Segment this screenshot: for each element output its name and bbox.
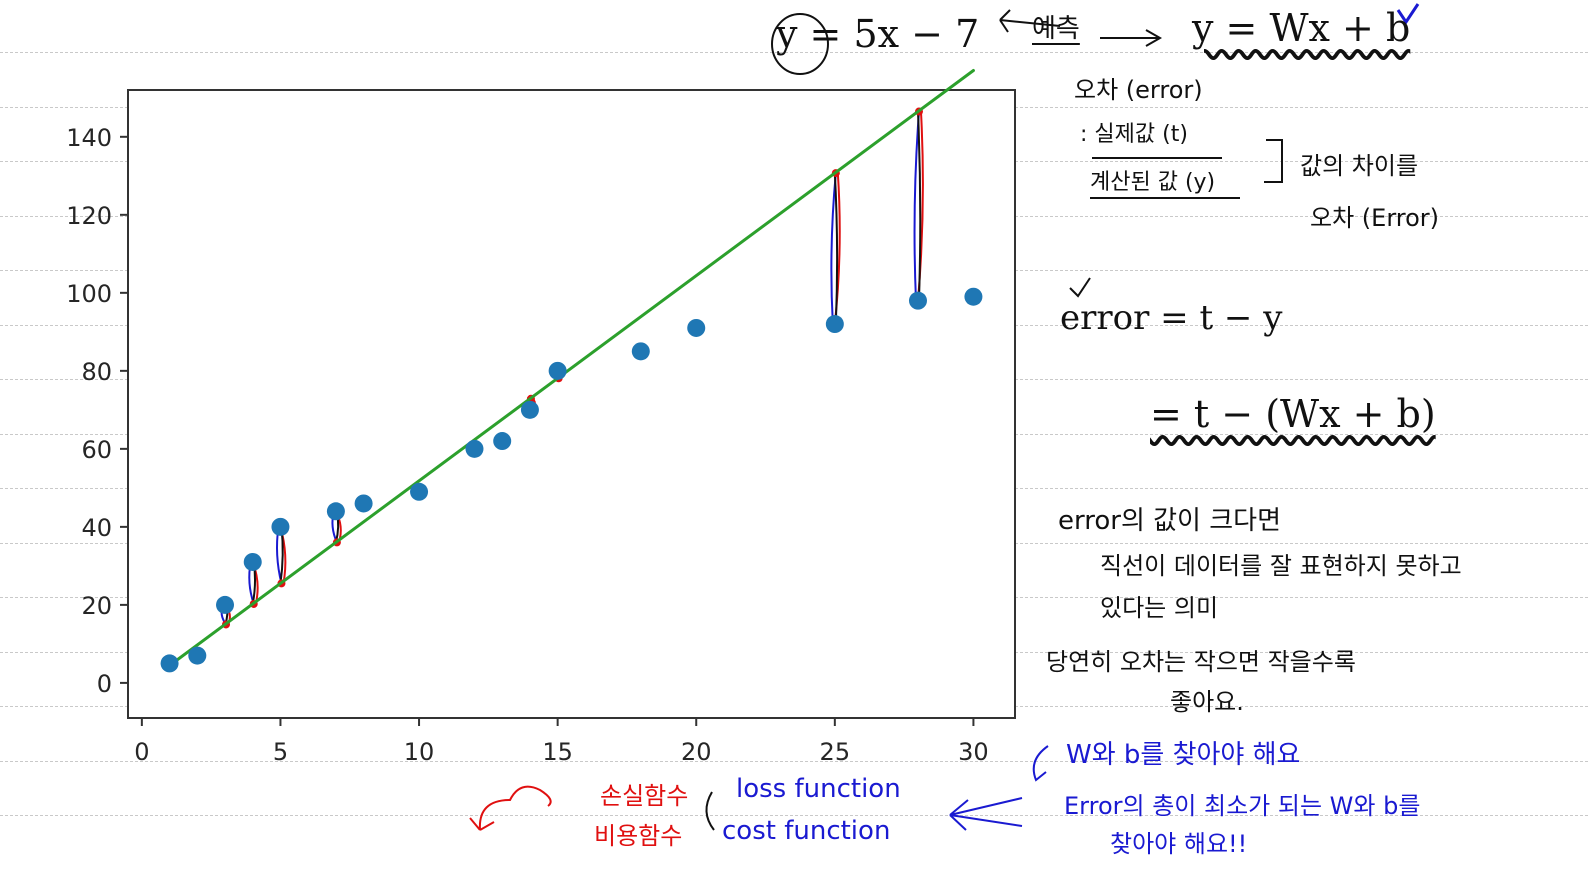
y-tick-label: 100 [66,280,112,308]
error-def-error: 오차 (Error) [1310,204,1440,232]
data-point [243,552,262,571]
red-note-cost: 비용함수 [594,822,683,850]
y-axis: 0 20 40 60 80 100 120 140 [66,124,128,698]
data-point [908,291,927,310]
blue-note-3: 찾아야 해요!! [1110,830,1248,858]
y-tick-label: 20 [81,592,112,620]
x-tick-label: 10 [404,738,435,766]
error-def-computed: 계산된 값 (y) [1090,170,1216,195]
data-point [271,517,290,536]
red-note-loss: 손실함수 [600,782,689,810]
data-point [188,646,207,665]
blue-note-2: Error의 총이 최소가 되는 W와 b를 [1064,792,1421,820]
y-tick-label: 80 [81,358,112,386]
data-point [631,342,650,361]
ruled-line [0,815,1588,816]
x-tick-label: 5 [273,738,288,766]
y-tick-label: 40 [81,514,112,542]
residual-black [833,173,839,325]
error-equation-1: error = t − y [1060,298,1283,338]
para-line-4: 당연히 오차는 작으면 작을수록 [1046,648,1356,676]
data-point [216,595,235,614]
data-point [520,400,539,419]
error-def-diff: 값의 차이를 [1300,152,1419,180]
para-line-2: 직선이 데이터를 잘 표현하지 못하고 [1100,552,1462,580]
data-point [160,654,179,673]
check-icon [1396,3,1420,25]
data-point [354,494,373,513]
error-def-actual: : 실제값 (t) [1080,122,1188,147]
check-icon [1069,277,1091,298]
curved-arrow-icon [1032,745,1049,782]
error-title: 오차 (error) [1074,76,1203,104]
residual-blue [913,111,920,301]
data-point [493,432,512,451]
data-point [825,315,844,334]
data-point [465,439,484,458]
x-tick-label: 30 [958,738,989,766]
para-line-1: error의 값이 크다면 [1058,506,1281,536]
plot-frame [127,89,1016,719]
loss-function-label: loss function [736,774,901,804]
x-tick-label: 25 [820,738,851,766]
red-curve-arrow-icon [469,785,552,831]
double-left-arrow-icon [949,797,1023,831]
fit-line [168,68,975,667]
data-point [964,287,983,306]
y-tick-label: 0 [97,670,112,698]
para-line-5: 좋아요. [1170,688,1244,716]
x-tick-label: 0 [134,738,149,766]
formula-top: y = 5x − 7 [776,12,980,56]
x-axis: 0 5 10 15 20 25 30 [134,718,989,766]
para-line-3: 있다는 의미 [1100,594,1219,622]
x-tick-label: 20 [681,738,712,766]
y-tick-label: 60 [81,436,112,464]
data-point [326,502,345,521]
data-point [410,482,429,501]
cost-function-label: cost function [722,816,891,846]
paren-mark [705,791,715,831]
y-tick-label: 140 [66,124,112,152]
data-point [548,361,567,380]
blue-note-1: W와 b를 찾아야 해요 [1066,740,1301,770]
left-arrow-icon [999,9,1061,33]
x-tick-label: 15 [542,738,573,766]
right-arrow-icon [1100,29,1163,47]
ruled-line [0,761,1588,762]
residual-black [916,111,922,301]
circle-mark [771,13,829,75]
ruled-line [0,52,1588,53]
predict-label: 예측 [1032,14,1080,44]
data-point [687,318,706,337]
bracket-mark [1264,139,1283,183]
formula-model: y = Wx + b [1192,6,1411,50]
y-tick-label: 120 [66,202,112,230]
error-equation-2: = t − (Wx + b) [1150,392,1436,436]
residual-blue [830,172,837,325]
underline-mark [1090,157,1240,199]
data-points [160,287,983,673]
